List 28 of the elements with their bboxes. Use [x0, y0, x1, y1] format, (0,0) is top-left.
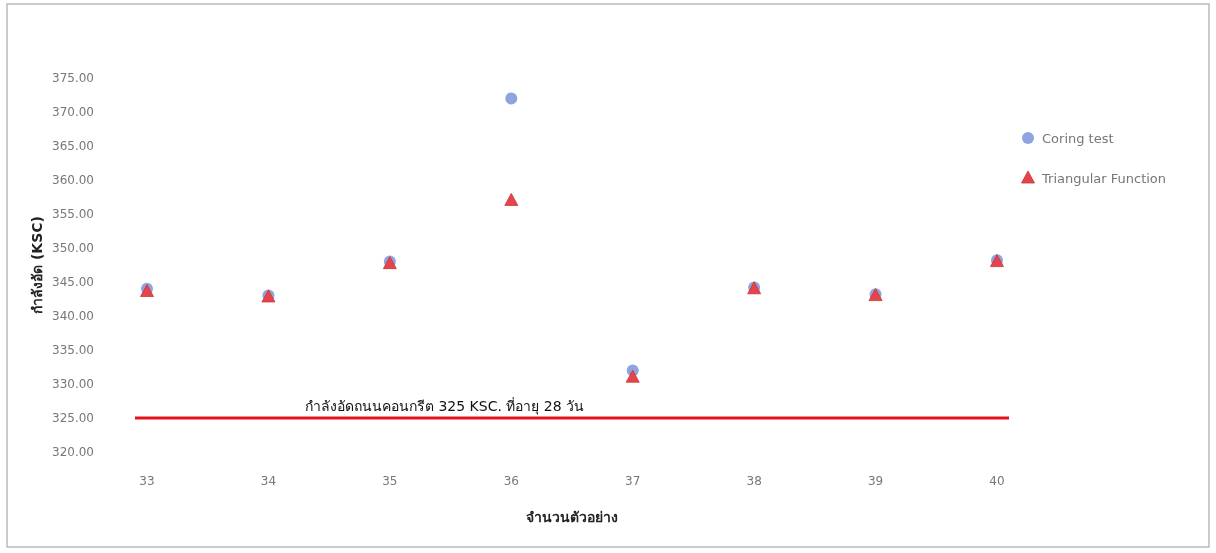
- y-tick-label: 335.00: [52, 343, 94, 357]
- legend-label: Triangular Function: [1041, 171, 1167, 186]
- point: [505, 92, 518, 105]
- y-tick-label: 345.00: [52, 275, 94, 289]
- x-tick-label: 38: [746, 474, 762, 488]
- y-tick-label: 370.00: [52, 105, 94, 119]
- x-tick-label: 33: [139, 474, 155, 488]
- y-tick-label: 360.00: [52, 173, 94, 187]
- y-tick-label: 365.00: [52, 139, 94, 153]
- y-axis-title: กำลังอัด (KSC): [29, 216, 45, 314]
- y-tick-label: 330.00: [52, 377, 94, 391]
- x-tick-label: 35: [382, 474, 398, 488]
- legend-label: Coring test: [1042, 131, 1114, 146]
- y-tick-label: 350.00: [52, 241, 94, 255]
- x-tick-label: 40: [989, 474, 1005, 488]
- point: [625, 369, 640, 383]
- x-tick-label: 37: [625, 474, 641, 488]
- point: [504, 193, 519, 206]
- x-axis-title: จำนวนตัวอย่าง: [526, 509, 618, 525]
- y-tick-label: 355.00: [52, 207, 94, 221]
- x-tick-label: 34: [260, 474, 277, 488]
- y-tick-label: 375.00: [52, 71, 94, 85]
- y-tick-label: 340.00: [52, 309, 94, 323]
- y-tick-label: 325.00: [52, 411, 94, 425]
- y-tick-label: 320.00: [52, 445, 94, 459]
- x-tick-label: 39: [867, 474, 884, 488]
- x-tick-label: 36: [503, 474, 519, 488]
- ref-line-label: กำลังอัดถนนคอนกรีต 325 KSC. ที่อายุ 28 วัน: [305, 397, 585, 415]
